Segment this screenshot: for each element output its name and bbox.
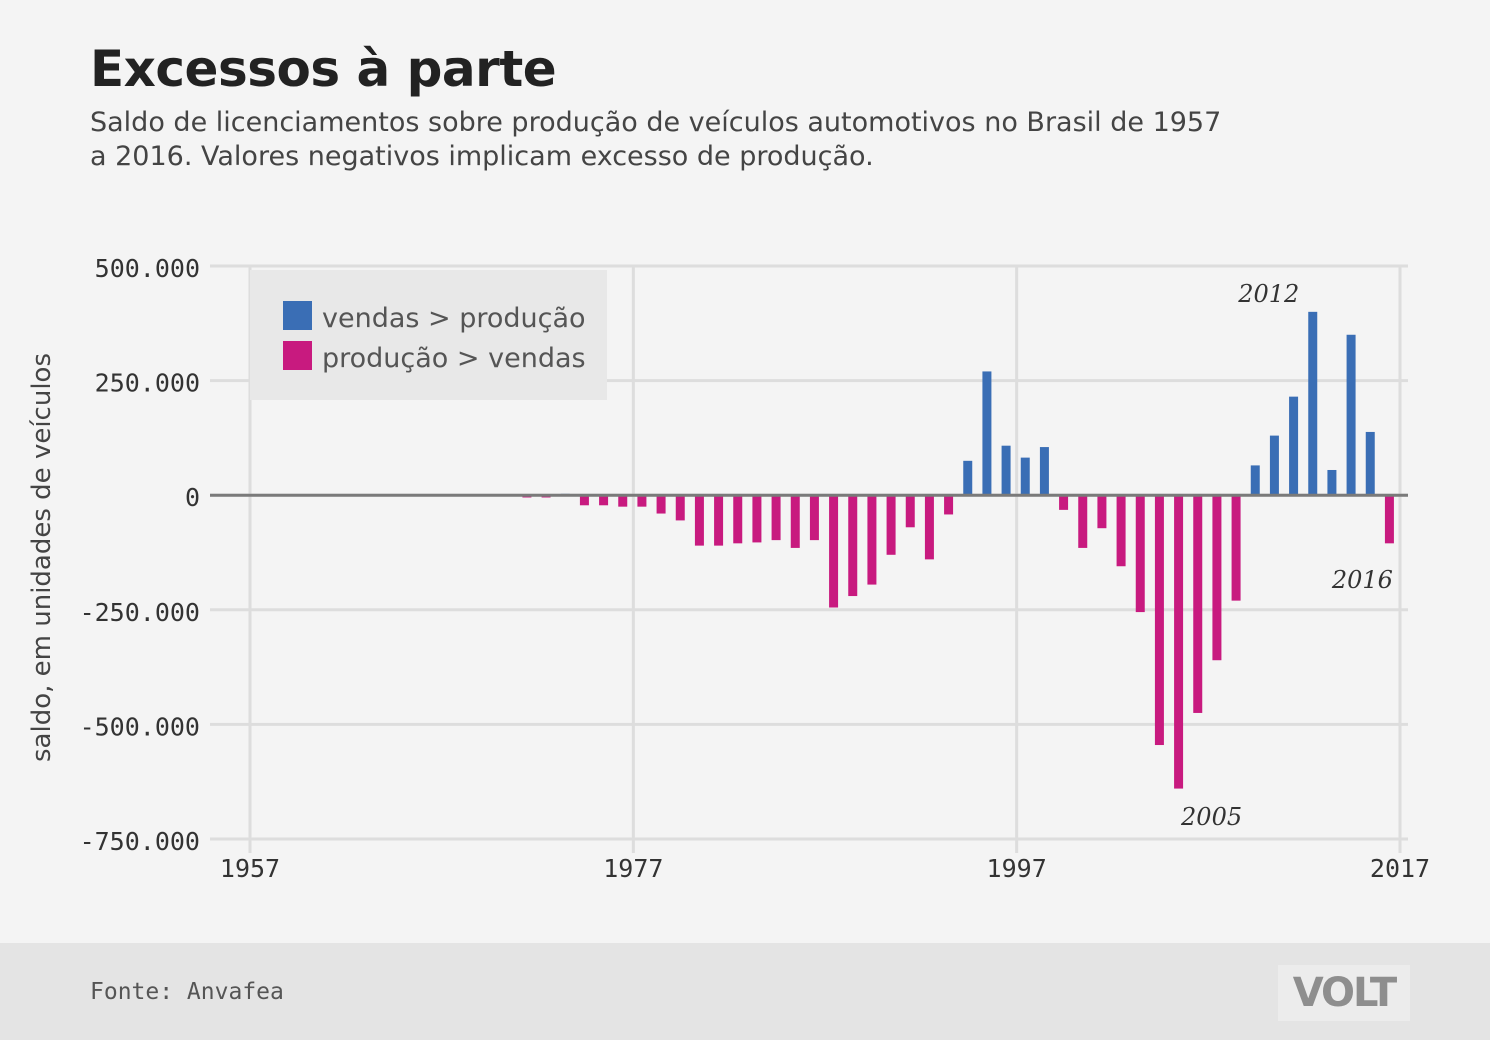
bar [1212, 495, 1222, 661]
bar [656, 495, 666, 514]
y-tick-label: -250.000 [80, 598, 200, 627]
legend-box [250, 270, 607, 400]
bar [905, 495, 915, 528]
bar [1384, 495, 1394, 544]
bar [944, 495, 954, 515]
bar [579, 495, 589, 506]
y-tick-label: -750.000 [80, 827, 200, 856]
bar [924, 495, 934, 560]
y-tick-label: 500.000 [95, 254, 200, 283]
bar [637, 495, 647, 507]
bar [790, 495, 800, 548]
y-axis-label: saldo, em unidades de veículos [27, 353, 57, 762]
x-tick-label: 1957 [220, 854, 280, 883]
source-note: Fonte: Anvafea [90, 979, 284, 1005]
bar [1231, 495, 1241, 601]
bar [1269, 435, 1279, 496]
bar [963, 460, 973, 496]
bar [867, 495, 877, 585]
legend-swatch [283, 341, 312, 370]
axis-labels: 500.000 250.000 0 -250.000 -500.000 -750.000 1… [27, 254, 1430, 883]
bar [1135, 495, 1145, 613]
legend-label: produção > vendas [322, 343, 586, 374]
chart-title: Excessos à parte [90, 40, 557, 98]
bar [1001, 445, 1011, 496]
annotation-label: 2012 [1237, 280, 1299, 308]
x-tick-label: 2017 [1370, 854, 1430, 883]
bar [1346, 334, 1356, 496]
legend-label: vendas > produção [322, 303, 586, 334]
bar [733, 495, 743, 544]
annotation-label: 2016 [1331, 566, 1393, 594]
bar [714, 495, 724, 546]
bar [1116, 495, 1126, 567]
volt-logo: VOLT [1278, 965, 1410, 1021]
bar [1078, 495, 1088, 548]
bar [1327, 469, 1337, 496]
bar [1193, 495, 1203, 713]
footer: Fonte: Anvafea VOLT [0, 943, 1490, 1040]
bar [886, 495, 896, 555]
legend: vendas > produção produção > vendas [250, 270, 607, 400]
bar [829, 495, 839, 608]
bar [1154, 495, 1164, 746]
bar [599, 495, 609, 506]
bar [1365, 431, 1375, 496]
annotations: 2012 2005 2016 [1180, 280, 1393, 831]
bar [1174, 495, 1184, 789]
bar [1289, 396, 1299, 496]
bar [1059, 495, 1069, 510]
y-tick-label: -500.000 [80, 712, 200, 741]
bar [1097, 495, 1107, 529]
bar [809, 495, 819, 541]
bars [522, 311, 1394, 789]
bar [1308, 311, 1318, 496]
chart-subtitle: Saldo de licenciamentos sobre produção d… [90, 107, 1222, 172]
bar [1020, 457, 1030, 496]
bar-chart: 500.000 250.000 0 -250.000 -500.000 -750.000 1… [27, 254, 1430, 883]
bar [694, 495, 704, 546]
bar [675, 495, 685, 521]
bar [848, 495, 858, 597]
x-tick-label: 1977 [603, 854, 663, 883]
x-tick-label: 1997 [987, 854, 1047, 883]
bar [1250, 465, 1260, 496]
annotation-label: 2005 [1180, 803, 1242, 831]
legend-swatch [283, 301, 312, 330]
bar [982, 371, 992, 496]
y-tick-label: 0 [185, 483, 200, 512]
bar [618, 495, 628, 507]
y-tick-label: 250.000 [95, 369, 200, 398]
bar [1039, 447, 1049, 496]
bar [771, 495, 781, 541]
bar [752, 495, 762, 543]
